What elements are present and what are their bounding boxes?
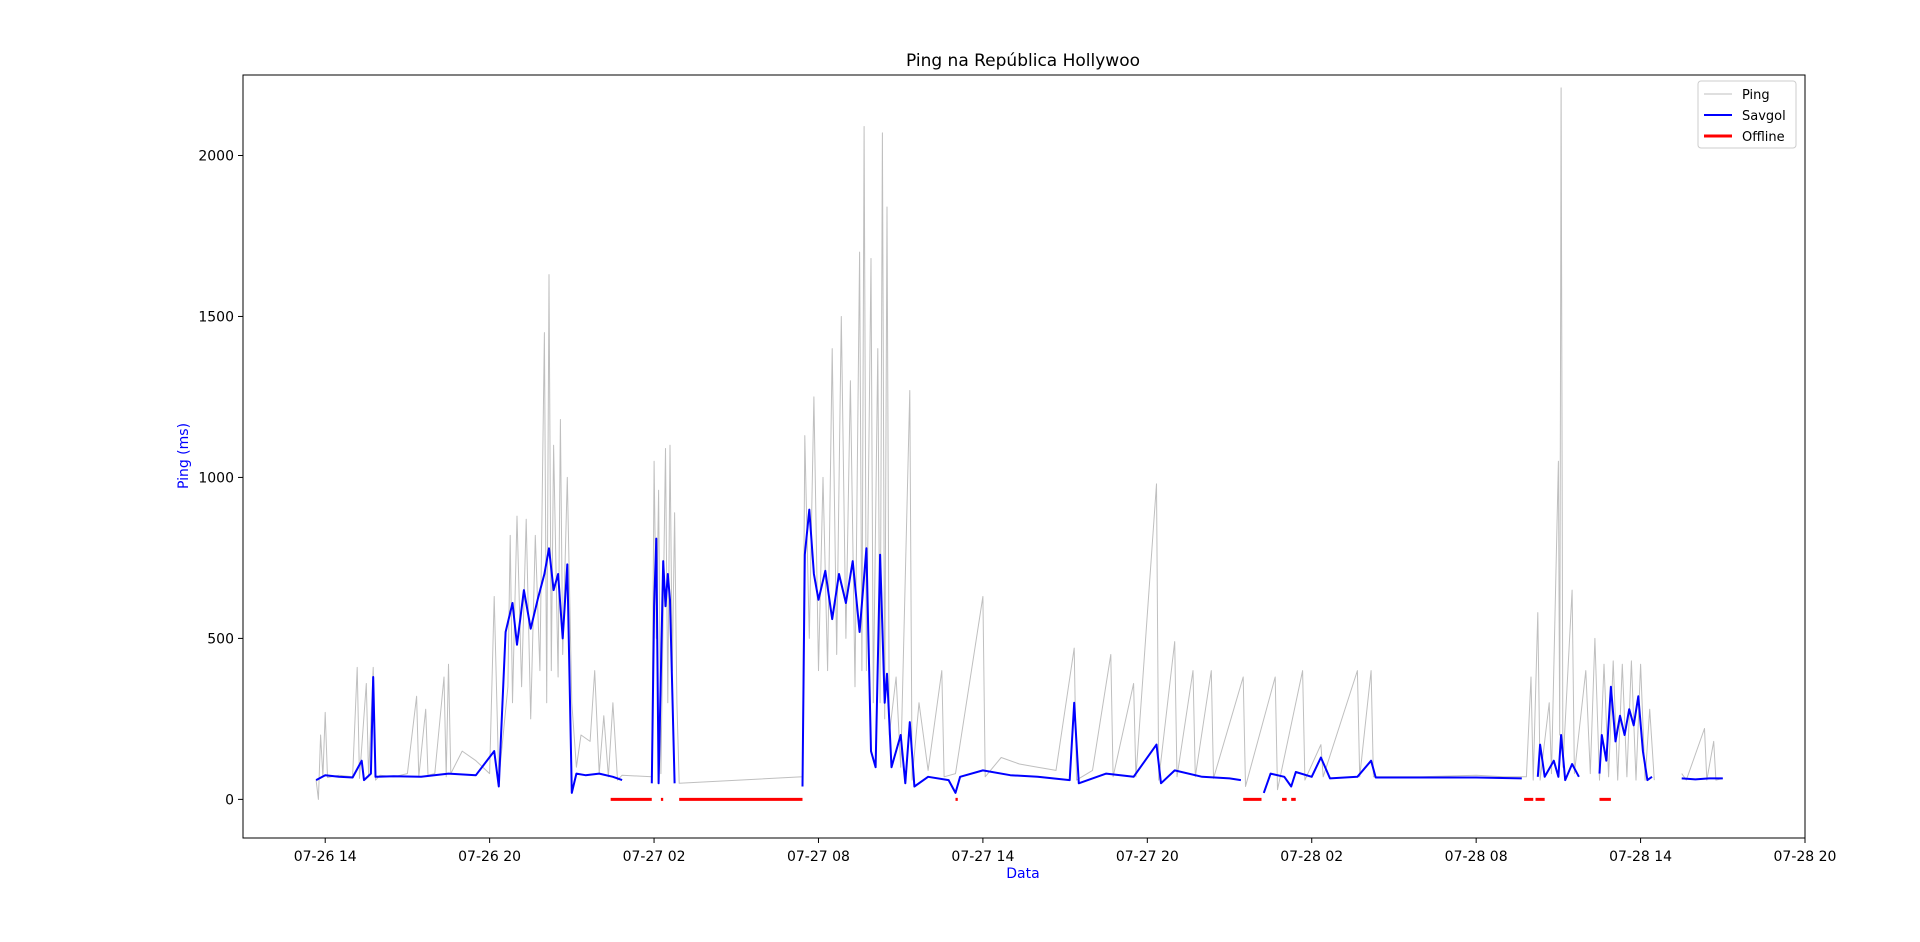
series-savgol-line [315,508,1723,794]
series-ping-line [315,87,1723,800]
plot-frame [242,74,1806,839]
legend-label-savgol: Savgol [1742,109,1786,124]
x-tick-label: 07-27 14 [951,849,1014,865]
y-tick-label: 0 [225,792,234,808]
x-tick-label: 07-28 08 [1445,849,1508,865]
x-axis: 07-26 14 07-26 20 07-27 02 07-27 08 07-27 14… [294,838,1837,865]
x-tick-label: 07-26 14 [294,849,357,865]
x-tick-label: 07-28 14 [1609,849,1672,865]
y-tick-label: 2000 [198,148,234,164]
x-tick-label: 07-27 08 [787,849,850,865]
x-tick-label: 07-28 20 [1774,849,1837,865]
legend-label-ping: Ping [1742,88,1770,103]
x-axis-label: Data [1006,866,1039,882]
x-tick-label: 07-26 20 [458,849,521,865]
legend-box [1697,80,1797,149]
x-tick-label: 07-27 20 [1116,849,1179,865]
plot-area [315,87,1723,801]
x-tick-label: 07-28 02 [1280,849,1343,865]
legend: Ping Savgol Offline [1697,80,1797,149]
y-tick-label: 1500 [198,309,234,325]
y-axis: 0 500 1000 1500 2000 [198,148,243,808]
y-tick-label: 1000 [198,470,234,486]
y-axis-label: Ping (ms) [176,423,192,489]
y-tick-label: 500 [207,631,234,647]
chart-title: Ping na República Hollywoo [906,51,1140,71]
legend-label-offline: Offline [1742,130,1785,145]
x-tick-label: 07-27 02 [623,849,686,865]
